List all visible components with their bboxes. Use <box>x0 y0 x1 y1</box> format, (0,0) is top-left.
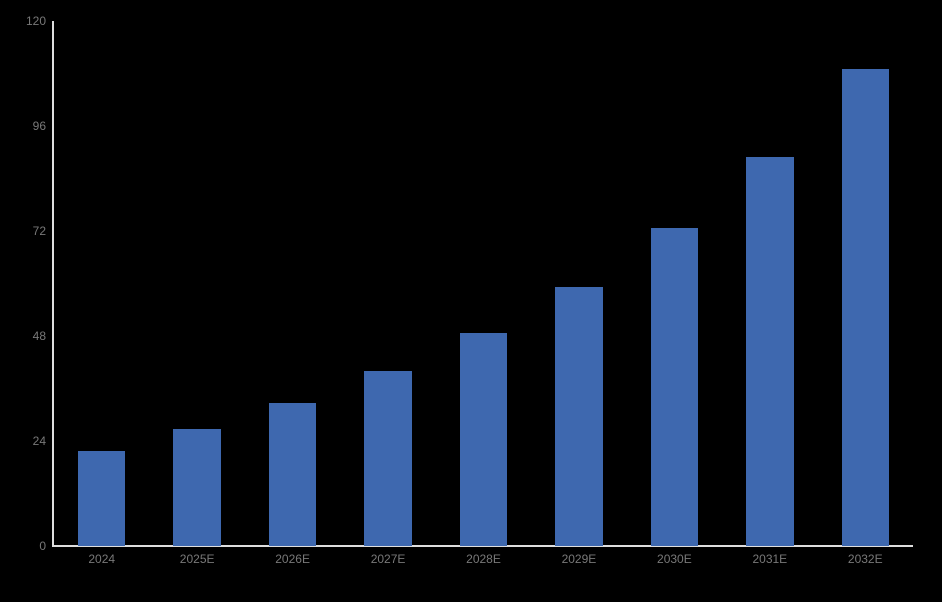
x-tick-label-2028E: 2028E <box>466 552 501 566</box>
x-tick-label-2027E: 2027E <box>370 552 406 566</box>
bar-2026E <box>268 403 317 546</box>
bar-2027E <box>364 371 412 546</box>
y-tick-label: 24 <box>32 434 46 448</box>
bar-2025E <box>173 429 221 546</box>
y-tick-label: 0 <box>39 539 46 553</box>
x-tick-label-2030E: 2030E <box>657 552 692 566</box>
y-tick-label: 48 <box>32 329 46 343</box>
y-tick-label: 120 <box>25 14 46 28</box>
x-tick-label-2032E: 2032E <box>847 552 883 566</box>
bar-2031E <box>746 156 794 546</box>
x-tick-label-2024: 2024 <box>88 552 116 566</box>
y-tick-label: 72 <box>32 224 46 238</box>
x-tick-label-2026E: 2026E <box>275 552 310 566</box>
bar-2024 <box>77 450 126 546</box>
x-tick-label-2025E: 2025E <box>179 552 215 566</box>
x-tick-label-2031E: 2031E <box>752 552 788 566</box>
bar-2028E <box>459 332 508 546</box>
bar-2032E <box>841 68 890 546</box>
x-tick-label-2029E: 2029E <box>561 552 597 566</box>
y-axis-line <box>52 21 54 547</box>
bar-2029E <box>555 286 603 546</box>
bar-2030E <box>650 227 699 546</box>
x-axis-line <box>52 545 913 547</box>
y-tick-label: 96 <box>32 119 46 133</box>
